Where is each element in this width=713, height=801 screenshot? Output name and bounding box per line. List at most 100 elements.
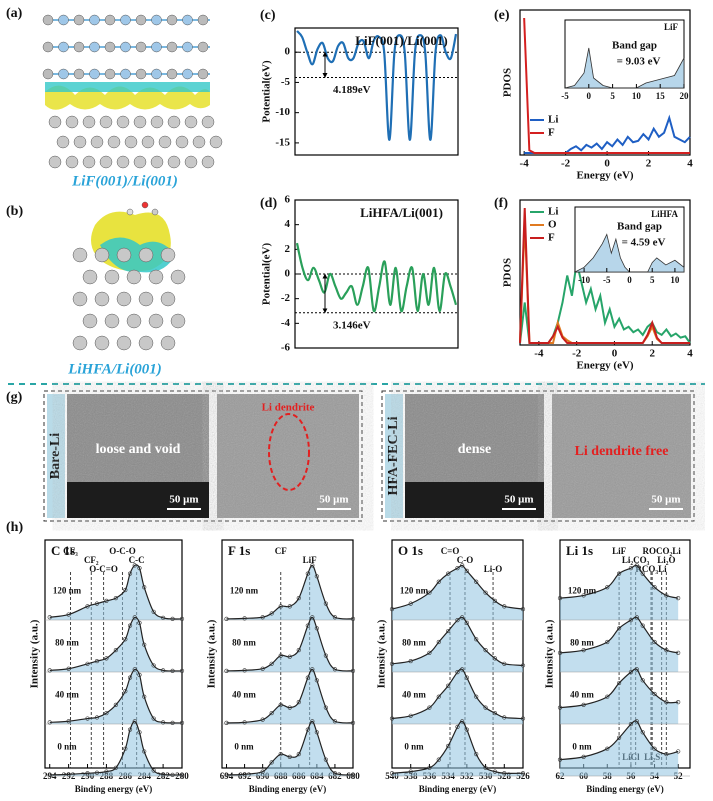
depth-label: 0 nm: [572, 741, 592, 751]
y-axis-label: PDOS: [502, 258, 514, 287]
panel-label: (a): [6, 6, 23, 21]
depth-label: 0 nm: [234, 741, 254, 751]
spectrum-fill: [392, 565, 523, 620]
spectrum-point: [634, 667, 639, 672]
charge-density: [45, 82, 210, 92]
atom: [94, 335, 110, 351]
spectrum-point: [242, 668, 247, 673]
spectrum-point: [170, 772, 175, 778]
atom: [107, 135, 121, 149]
spectrum-point: [287, 654, 292, 659]
atom: [116, 155, 130, 169]
atom: [89, 41, 100, 53]
spectrum-point: [446, 743, 451, 749]
plot-frame: [519, 199, 691, 346]
spectrum: [226, 616, 354, 672]
spectrum-point: [520, 771, 526, 776]
x-tick-label: 10: [670, 275, 680, 285]
atom: [166, 41, 178, 53]
spectrum-point: [350, 772, 356, 778]
spectrum-point: [66, 666, 71, 671]
spectrum-point: [460, 615, 465, 620]
spectrum-point: [460, 719, 465, 724]
atom: [72, 291, 88, 307]
panel-label: (b): [6, 204, 23, 219]
spectrum-point: [492, 598, 498, 603]
spectrum-point: [408, 769, 413, 774]
panel-label: (c): [260, 8, 276, 23]
spectrum-point: [323, 653, 328, 658]
spectrum-point: [332, 615, 338, 620]
spectrum-point: [323, 601, 328, 606]
spectrum-point: [179, 616, 185, 622]
x-axis-label: Energy (eV): [576, 170, 633, 182]
y-axis-label: Intensity (a.u.): [544, 619, 556, 688]
spectrum-fill: [226, 669, 353, 724]
spectrum-point: [492, 656, 498, 661]
spectrum-point: [664, 700, 669, 705]
spectrum-point: [455, 566, 460, 571]
spectrum-point: [483, 590, 488, 595]
spectrum-point: [305, 675, 310, 680]
atom: [158, 135, 172, 149]
spectrum-point: [616, 735, 622, 740]
atom: [126, 208, 134, 216]
spectrum-point: [224, 772, 229, 778]
spectrum-point: [628, 722, 634, 727]
spectrum-point: [634, 719, 639, 724]
spectrum-point: [502, 715, 507, 720]
spectrum-point: [483, 705, 488, 710]
atom: [82, 115, 96, 129]
atom: [175, 135, 189, 149]
spectrum-point: [427, 765, 432, 770]
spectrum-point: [94, 770, 100, 775]
spectrum-point: [278, 653, 283, 658]
inset-text: = 4.59 eV: [622, 237, 666, 249]
spectrum-point: [446, 683, 451, 688]
atom: [166, 14, 178, 26]
depth-label: 120 nm: [53, 585, 82, 595]
atom: [116, 291, 132, 307]
spectrum-point: [170, 668, 175, 674]
spectrum-point: [161, 720, 166, 725]
spectrum-point: [127, 623, 133, 628]
spectrum-point: [269, 710, 274, 716]
atom: [209, 135, 223, 149]
spectrum-point: [350, 668, 356, 674]
spectrum-point: [242, 772, 247, 777]
atom: [58, 14, 69, 26]
spectrum-point: [123, 587, 128, 593]
spectrum-point: [113, 702, 118, 707]
depth-label: 40 nm: [232, 689, 256, 699]
x-axis-label: Binding energy (eV): [586, 784, 664, 794]
spectrum-point: [104, 598, 109, 603]
spectrum-fill: [560, 617, 679, 672]
spectrum-point: [127, 727, 133, 732]
spectrum-point: [47, 772, 52, 778]
spectrum-point: [389, 716, 395, 721]
atom: [89, 68, 100, 80]
atom: [104, 41, 116, 53]
spectrum-point: [137, 620, 142, 625]
spectrum: [226, 668, 354, 724]
inset-title: LiHFA: [651, 209, 678, 219]
spectrum-fill: [226, 721, 353, 776]
spectrum: [49, 720, 183, 776]
atom: [104, 313, 120, 329]
legend-label: Li: [548, 114, 558, 126]
atom: [82, 155, 96, 169]
panel-label: (g): [6, 390, 23, 405]
spectrum-point: [502, 661, 507, 666]
depth-label: 80 nm: [402, 637, 426, 647]
inset-text: = 9.03 eV: [617, 56, 661, 68]
y-tick-label: -4: [281, 317, 291, 329]
spectrum-point: [296, 596, 301, 601]
depth-label: 40 nm: [402, 689, 426, 699]
spectrum-point: [676, 700, 681, 705]
spectrum-point: [474, 579, 479, 584]
spectrum-point: [310, 563, 315, 568]
spectrum-point: [464, 568, 469, 573]
spectrum-point: [652, 691, 657, 697]
spectrum-point: [310, 719, 315, 724]
